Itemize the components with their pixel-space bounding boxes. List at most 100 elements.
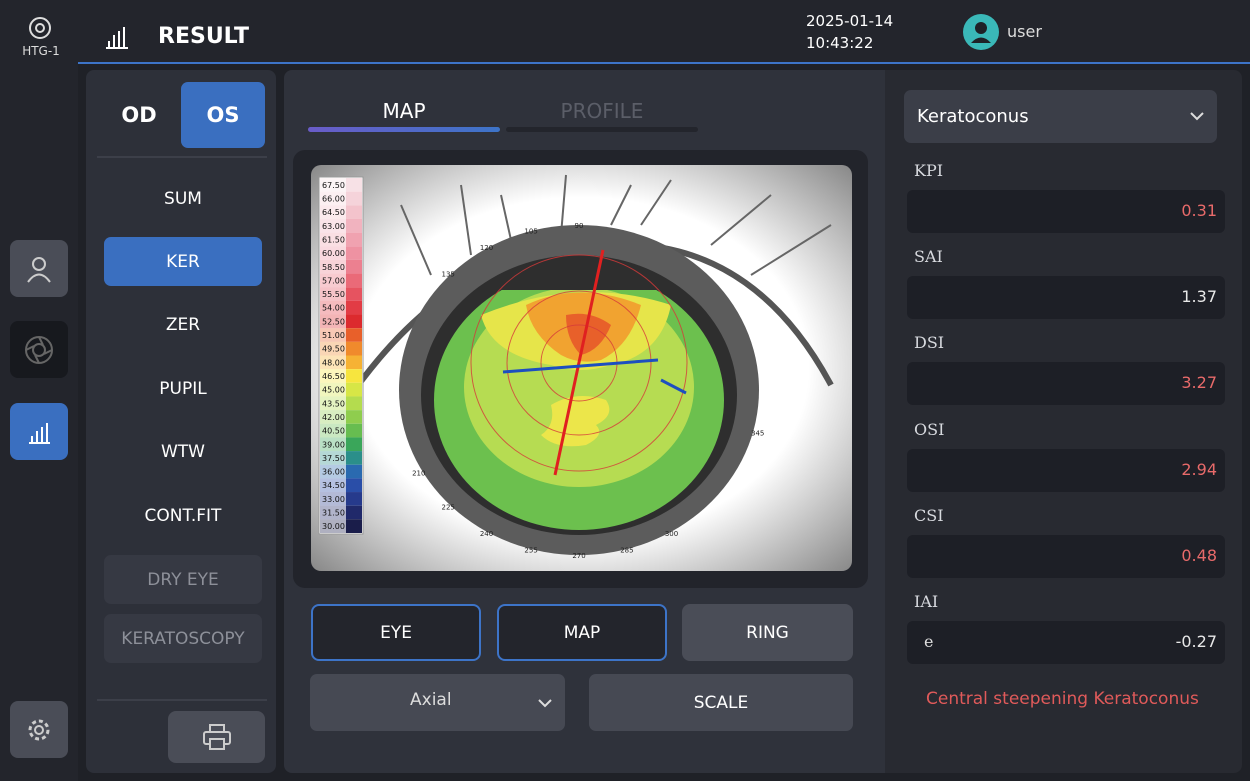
user-button[interactable]: [10, 240, 68, 297]
scale-swatch: [346, 451, 362, 465]
view-button[interactable]: RING: [682, 604, 853, 661]
view-tab[interactable]: MAP: [382, 99, 426, 123]
angle-label: 270: [572, 552, 585, 560]
scale-label-bg: [320, 505, 346, 520]
index-value: -0.27: [1175, 632, 1217, 651]
scale-swatch: [346, 259, 362, 274]
angle-label: 90: [575, 222, 584, 230]
scale-label: 33.00: [322, 495, 345, 504]
divider: [97, 699, 267, 701]
index-box: [907, 276, 1225, 320]
scale-label-bg: [320, 191, 346, 206]
map-type-select[interactable]: [310, 674, 565, 731]
steep-axis: [553, 249, 605, 476]
index-name: DSI: [914, 333, 945, 353]
avatar: [963, 14, 999, 50]
index-value: 0.48: [1181, 545, 1217, 565]
user-icon: [27, 256, 51, 283]
scale-label: 37.50: [322, 454, 345, 463]
scale-button[interactable]: SCALE: [589, 674, 853, 731]
scale-label-bg: [320, 341, 346, 356]
scale-label: 30.00: [322, 522, 345, 531]
scale-label-bg: [320, 300, 346, 315]
aperture-icon: [25, 335, 53, 364]
scale-label: 54.00: [322, 304, 345, 313]
scale-swatch: [346, 287, 362, 301]
scale-label: 64.50: [322, 208, 345, 217]
menu-item[interactable]: KER: [104, 237, 262, 287]
scale-swatch: [346, 382, 362, 397]
angle-label: 285: [620, 546, 633, 554]
scale-label: 57.00: [322, 276, 345, 285]
flat-axis-tick: [660, 378, 687, 395]
user-name: user: [1007, 22, 1042, 41]
index-box: [907, 448, 1225, 492]
scale-label-bg: [320, 464, 346, 479]
map-type-label: Axial: [410, 690, 452, 710]
scale-label-bg: [320, 451, 346, 465]
angle-label: 135: [441, 270, 454, 278]
view-button[interactable]: EYE: [311, 604, 481, 661]
angle-label: 120: [480, 244, 493, 252]
angle-label: 225: [441, 504, 454, 512]
scale-swatch: [346, 300, 362, 315]
chart-icon: [29, 422, 50, 444]
scale-label: 48.00: [322, 358, 345, 367]
diagnosis-select-label: Keratoconus: [917, 106, 1029, 127]
menu-item[interactable]: WTW: [160, 442, 205, 463]
scale-label-bg: [320, 314, 346, 329]
eyelashes: [400, 174, 832, 276]
index-name: SAI: [914, 247, 943, 267]
angle-label: 105: [524, 228, 537, 236]
angle-label: 210: [412, 470, 425, 478]
index-box: [907, 362, 1225, 406]
scale-swatch: [346, 314, 362, 329]
scale-swatch: [346, 505, 362, 520]
result-button[interactable]: [10, 403, 68, 460]
scale-label-bg: [320, 382, 346, 397]
scale-swatch: [346, 355, 362, 370]
index-name: OSI: [914, 419, 945, 439]
scale-label-bg: [320, 246, 346, 260]
scale-label: 55.50: [322, 290, 345, 299]
scale-swatch: [346, 437, 362, 452]
scale-label: 42.00: [322, 413, 345, 422]
menu-item[interactable]: CONT.FIT: [144, 505, 222, 526]
zone-steepest: [566, 313, 611, 355]
scale-swatch: [346, 492, 362, 506]
settings-button[interactable]: [10, 701, 68, 758]
menu-item[interactable]: ZER: [165, 315, 201, 336]
scale-label-bg: [320, 410, 346, 424]
sidebar: [0, 0, 78, 781]
print-button[interactable]: [168, 711, 265, 763]
view-tab[interactable]: PROFILE: [560, 99, 644, 123]
diagnosis-select[interactable]: [904, 90, 1217, 143]
gear-icon: [28, 719, 50, 740]
scale-label-bg: [320, 437, 346, 452]
scale-label: 63.00: [322, 222, 345, 231]
scale-label-bg: [320, 478, 346, 493]
menu-item[interactable]: PUPIL: [159, 378, 207, 399]
scale-swatch: [346, 246, 362, 260]
capture-button[interactable]: [10, 321, 68, 378]
view-button[interactable]: MAP: [497, 604, 667, 661]
scale-swatch: [346, 341, 362, 356]
scale-label: 34.50: [322, 481, 345, 490]
scale-swatch: [346, 410, 362, 424]
index-name: CSI: [914, 505, 944, 525]
scale-swatch: [346, 178, 362, 192]
scale-label: 36.00: [322, 468, 345, 477]
scale-label-bg: [320, 232, 346, 247]
menu-item[interactable]: SUM: [164, 188, 202, 209]
index-box: [907, 534, 1225, 578]
eye-tab[interactable]: OD: [121, 103, 157, 127]
scale-swatch: [346, 328, 362, 342]
cornea-map: [434, 290, 724, 530]
scale-swatch: [346, 519, 362, 533]
divider: [97, 156, 267, 158]
eye-tab[interactable]: OS: [181, 82, 265, 148]
scale-label-bg: [320, 423, 346, 438]
scale-label: 51.00: [322, 331, 345, 340]
angle-label: 345: [751, 430, 764, 438]
